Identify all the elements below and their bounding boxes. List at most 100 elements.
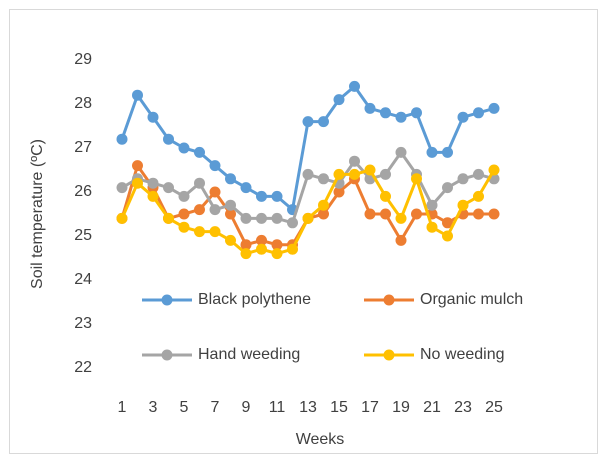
data-point [287,217,298,229]
data-point [380,107,391,119]
x-tick-label: 11 [269,399,286,416]
data-point [457,111,469,123]
data-point [426,199,438,211]
data-point [225,208,236,220]
data-point [225,199,236,211]
data-point [256,234,267,246]
legend-marker [383,294,395,306]
data-point [132,160,143,172]
y-tick-label: 29 [74,51,92,68]
data-point [178,221,190,233]
data-point [209,186,221,198]
data-point [116,212,128,224]
legend-marker [161,294,173,306]
legend-label: Hand weeding [198,346,300,363]
data-point [411,208,422,220]
x-tick-label: 15 [330,399,348,416]
data-point [209,204,221,216]
data-point [364,208,376,220]
x-tick-label: 13 [299,399,317,416]
x-tick-label: 25 [485,399,503,416]
data-point [163,212,174,224]
data-point [442,230,453,242]
data-point [473,208,484,220]
data-point [271,212,283,224]
x-tick-label: 1 [118,399,127,416]
data-point [380,208,391,220]
data-point [163,133,174,145]
data-point [178,208,190,220]
data-point [333,168,345,180]
data-point [178,142,190,154]
y-tick-label: 23 [74,315,92,332]
data-point [457,173,469,185]
data-point [426,221,438,233]
data-point [349,168,360,180]
data-point [256,212,267,224]
data-point [318,116,329,128]
data-point [457,199,469,211]
data-point [116,133,128,145]
x-axis-title: Weeks [296,431,345,448]
data-point [349,155,360,167]
data-point [442,217,453,229]
data-point [256,190,267,202]
x-tick-label: 21 [423,399,441,416]
x-tick-label: 3 [149,399,158,416]
data-point [318,199,329,211]
data-point [194,146,205,158]
legend-marker [383,349,395,361]
data-point [240,212,252,224]
data-point [364,102,376,114]
data-point [302,212,314,224]
data-point [318,208,329,220]
data-point [225,234,236,246]
data-point [426,146,438,158]
data-point [287,243,298,255]
data-point [395,212,407,224]
x-tick-label: 19 [392,399,410,416]
data-point [209,160,221,172]
data-point [318,173,329,185]
data-point [395,111,407,123]
data-point [271,190,283,202]
x-tick-label: 17 [361,399,379,416]
y-tick-label: 28 [74,95,92,112]
data-point [395,146,407,158]
data-point [302,116,314,128]
data-point [473,190,484,202]
data-point [132,89,143,101]
data-point [302,168,314,180]
data-point [240,182,252,194]
data-point [271,239,283,251]
legend-label: Black polythene [198,291,311,308]
data-point [163,182,174,194]
data-point [147,177,159,189]
data-point [333,94,345,106]
data-point [240,248,252,260]
data-point [488,164,500,176]
x-tick-label: 9 [242,399,251,416]
data-point [473,168,484,180]
data-point [225,173,236,185]
data-point [349,80,360,92]
y-tick-label: 22 [74,359,92,376]
data-point [178,190,190,202]
legend-label: Organic mulch [420,291,523,308]
data-point [473,107,484,119]
data-point [395,234,407,246]
data-point [333,186,345,198]
y-tick-label: 24 [74,271,92,288]
data-point [256,243,267,255]
data-point [380,190,391,202]
x-tick-label: 23 [454,399,472,416]
y-tick-label: 26 [74,183,92,200]
data-point [271,248,283,260]
data-point [488,208,500,220]
data-point [116,182,128,194]
data-point [442,182,453,194]
y-tick-label: 27 [74,139,92,156]
data-point [442,146,453,158]
data-point [194,177,205,189]
